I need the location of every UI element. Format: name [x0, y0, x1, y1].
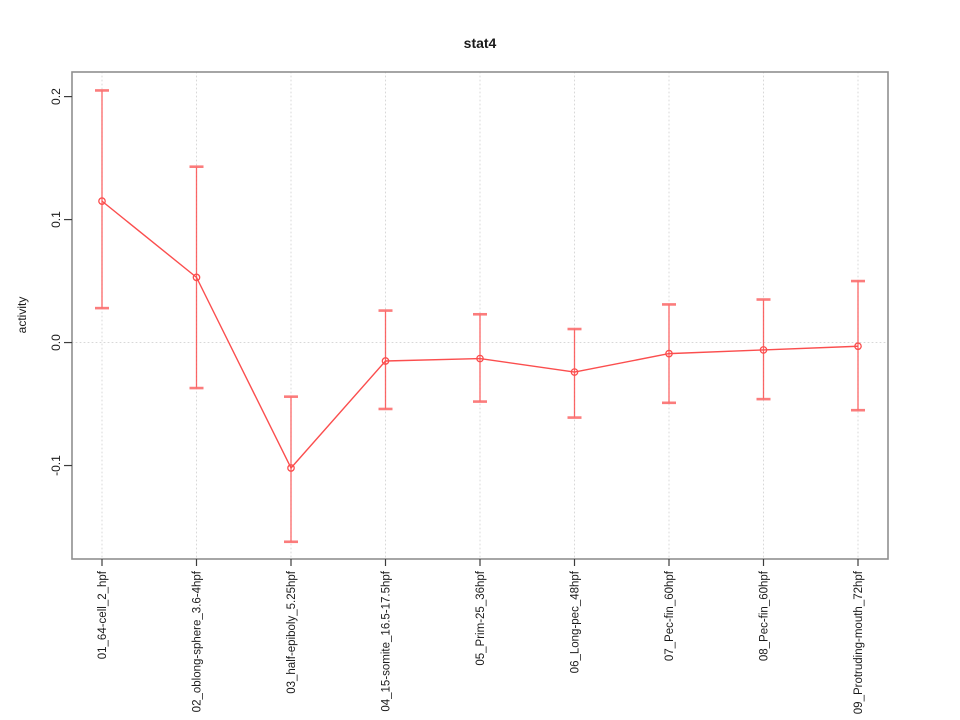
- x-tick-label: 07_Pec-fin_60hpf: [664, 570, 676, 661]
- data-point-marker: [759, 346, 768, 354]
- x-tick-label: 08_Pec-fin_60hpf: [759, 570, 771, 661]
- chart-title: stat4: [464, 35, 497, 51]
- data-point-marker: [570, 368, 579, 376]
- y-tick-label: 0.0: [49, 334, 63, 351]
- data-point-marker: [381, 357, 390, 365]
- data-point-marker: [287, 464, 295, 472]
- x-tick-label: 01_64-cell_2_hpf: [97, 570, 109, 659]
- data-point-marker: [192, 273, 201, 282]
- x-tick-label: 06_Long-pec_48hpf: [570, 570, 582, 673]
- x-tick-label: 05_Prim-25_36hpf: [475, 570, 487, 665]
- data-point-marker: [854, 342, 862, 351]
- data-point-marker: [98, 197, 106, 205]
- series-line: [101, 200, 859, 469]
- y-tick-label: -0.1: [49, 455, 63, 476]
- x-tick-label: 03_half-epiboly_5.25hpf: [286, 570, 298, 694]
- y-axis-label: activity: [15, 297, 29, 334]
- plot-area: -0.1 0.0 0.1 0.2 01_64-cell_2_hpf 02_oblong-s…: [49, 71, 889, 714]
- data-point-marker: [476, 354, 484, 363]
- x-tick-label: 02_oblong-sphere_3.6-4hpf: [192, 570, 204, 712]
- y-tick-label: 0.2: [49, 88, 63, 105]
- y-tick-label: 0.1: [49, 211, 63, 228]
- data-point-marker: [665, 349, 673, 358]
- x-tick-label: 09_Protruding-mouth_72hpf: [853, 570, 865, 714]
- x-tick-label: 04_15-somite_16.5-17.5hpf: [381, 570, 393, 711]
